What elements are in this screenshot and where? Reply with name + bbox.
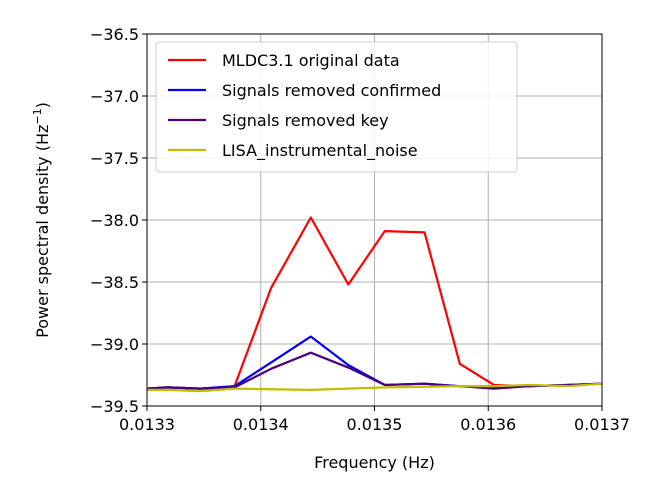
series-line-2 bbox=[147, 351, 602, 390]
x-tick-label: 0.0134 bbox=[233, 415, 289, 434]
y-tick-label: −38.0 bbox=[90, 211, 139, 230]
legend: MLDC3.1 original data Signals removed con… bbox=[155, 41, 518, 173]
x-tick-label: 0.0135 bbox=[347, 415, 403, 434]
y-tick-label: −37.0 bbox=[90, 87, 139, 106]
x-tick-label: 0.0137 bbox=[574, 415, 630, 434]
legend-label: LISA_instrumental_noise bbox=[222, 141, 418, 161]
y-axis-label: Power spectral density (Hz−1) bbox=[31, 102, 52, 338]
x-tick-label: 0.0133 bbox=[119, 415, 175, 434]
y-axis-label-main: Power spectral density (Hz bbox=[33, 125, 52, 338]
y-axis-label-close: ) bbox=[33, 102, 52, 108]
y-axis: −39.5 −39.0 −38.5 −38.0 −37.5 −37.0 −36.5 bbox=[90, 25, 147, 416]
y-tick-label: −38.5 bbox=[90, 273, 139, 292]
legend-label: Signals removed key bbox=[222, 111, 389, 130]
x-axis: 0.0133 0.0134 0.0135 0.0136 0.0137 bbox=[119, 406, 630, 434]
y-tick-label: −36.5 bbox=[90, 25, 139, 44]
y-tick-label: −39.0 bbox=[90, 335, 139, 354]
plot-lines bbox=[147, 216, 602, 393]
y-tick-label: −37.5 bbox=[90, 149, 139, 168]
x-axis-label: Frequency (Hz) bbox=[314, 453, 435, 472]
y-axis-label-superscript: −1 bbox=[31, 108, 44, 124]
legend-label: Signals removed confirmed bbox=[222, 81, 441, 100]
y-tick-label: −39.5 bbox=[90, 397, 139, 416]
legend-box bbox=[155, 41, 518, 173]
legend-label: MLDC3.1 original data bbox=[222, 51, 400, 70]
x-tick-label: 0.0136 bbox=[460, 415, 516, 434]
series-line-3 bbox=[147, 382, 602, 393]
